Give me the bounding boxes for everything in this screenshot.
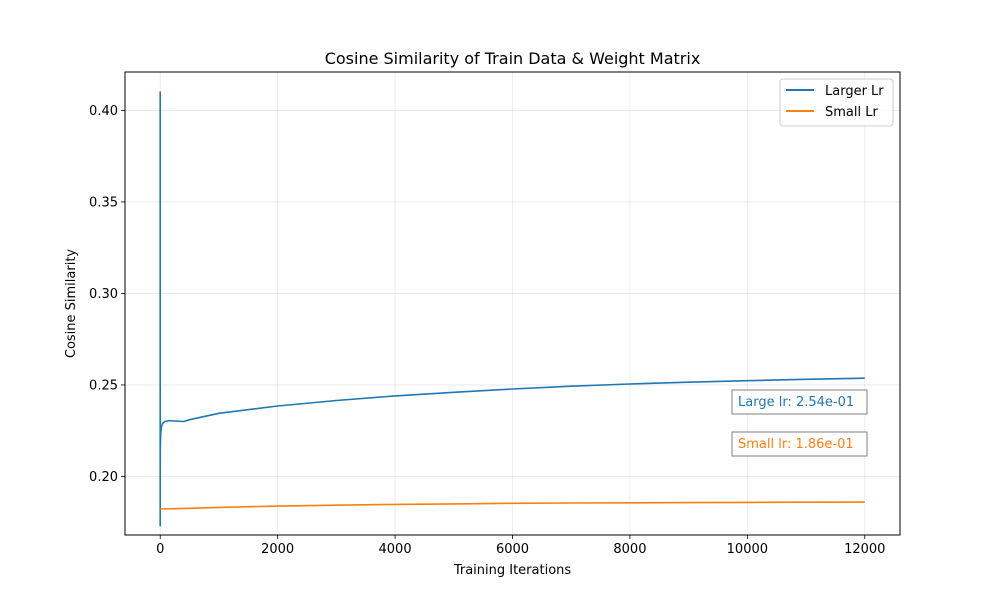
x-tick-label: 6000	[496, 542, 529, 557]
chart-title: Cosine Similarity of Train Data & Weight…	[325, 49, 701, 68]
series-line-larger-lr	[159, 91, 865, 527]
y-tick-label: 0.35	[89, 195, 118, 210]
series-line-small-lr	[160, 501, 865, 510]
annotation-text-large-lr: Large lr: 2.54e-01	[738, 395, 854, 410]
y-axis-label: Cosine Similarity	[64, 249, 79, 359]
x-axis-label: Training Iterations	[453, 563, 572, 578]
legend: Larger Lr Small Lr	[779, 78, 894, 127]
annotation-large-lr: Large lr: 2.54e-01	[731, 389, 868, 415]
x-tick-label: 10000	[727, 542, 768, 557]
y-tick-label: 0.20	[89, 470, 118, 485]
annotation-text-small-lr: Small lr: 1.86e-01	[738, 437, 854, 452]
x-tick-label: 12000	[844, 542, 885, 557]
x-tick-label: 0	[156, 542, 164, 557]
annotation-small-lr: Small lr: 1.86e-01	[731, 431, 868, 457]
x-tick-label: 8000	[613, 542, 646, 557]
grid	[125, 72, 900, 535]
y-tick-label: 0.25	[89, 378, 118, 393]
annotation-box-large-lr	[731, 389, 868, 415]
x-tick-label: 4000	[379, 542, 412, 557]
annotation-box-small-lr	[731, 431, 868, 457]
axis-ticks: 0 2000 4000 6000 8000 10000 12000 0.20 0.25 0.30 0…	[89, 104, 885, 557]
x-tick-label: 2000	[261, 542, 294, 557]
legend-label-larger-lr: Larger Lr	[825, 84, 884, 99]
y-tick-label: 0.30	[89, 287, 118, 302]
y-tick-label: 0.40	[89, 104, 118, 119]
legend-label-small-lr: Small Lr	[825, 105, 878, 120]
plot-area	[159, 91, 865, 527]
